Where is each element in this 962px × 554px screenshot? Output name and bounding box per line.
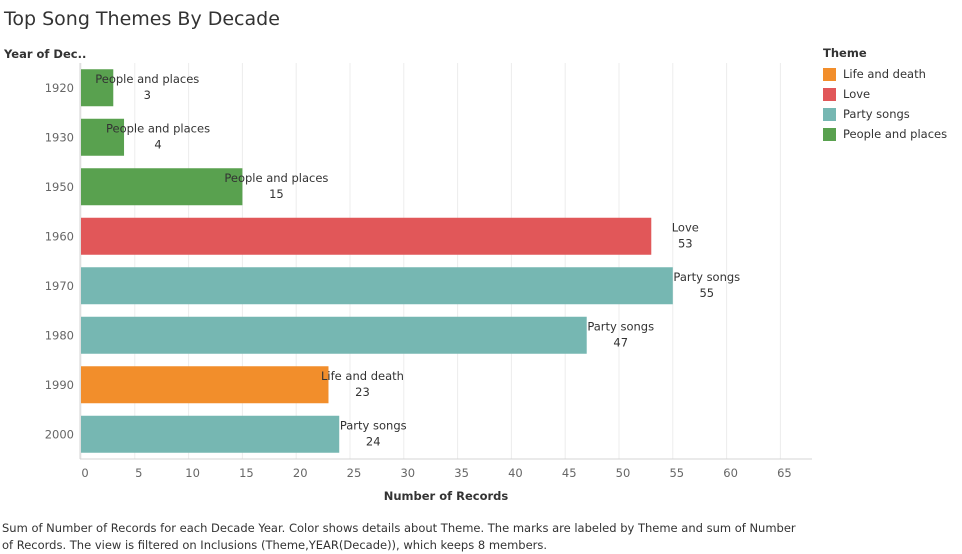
bar[interactable] [81,267,673,305]
y-tick-label: 2000 [45,427,74,441]
x-tick-label: 35 [454,466,469,480]
bar-value-label: 4 [154,137,161,151]
bar-theme-label: People and places [106,121,210,135]
legend-label: Life and death [843,67,926,81]
bar-theme-label: Party songs [587,319,654,333]
bar-value-label: 3 [144,88,151,102]
legend-title: Theme [823,46,867,60]
x-tick-label: 10 [185,466,200,480]
legend-swatch [823,107,836,121]
x-tick-label: 55 [669,466,684,480]
x-tick-label: 5 [135,466,142,480]
bar-value-label: 47 [613,335,628,349]
bar[interactable] [81,366,329,404]
y-tick-label: 1930 [45,130,74,144]
chart-caption: Sum of Number of Records for each Decade… [2,521,796,552]
chart-title: Top Song Themes By Decade [4,8,280,30]
y-tick-label: 1950 [45,180,74,194]
x-axis-label[interactable]: Number of Records [384,489,509,503]
y-tick-label: 1990 [45,378,74,392]
bar-theme-label: Party songs [340,418,407,432]
bar-theme-label: People and places [95,72,199,86]
bar-value-label: 55 [699,286,714,300]
x-tick-label: 30 [400,466,415,480]
bar-theme-label: Party songs [673,270,740,284]
bar[interactable] [81,316,587,354]
x-tick-label: 15 [239,466,254,480]
legend-swatch [823,127,836,141]
legend-swatch [823,67,836,81]
legend-item-life-and-death[interactable]: Life and death [823,64,947,84]
legend-item-people-and-places[interactable]: People and places [823,124,947,144]
x-tick-label: 65 [777,466,792,480]
legend-label: People and places [843,127,948,141]
legend-label: Love [843,87,871,101]
bar-value-label: 15 [269,187,284,201]
bar-chart: 0 5 10 15 20 25 30 35 40 45 50 55 60 65 Number of Reco… [45,63,812,503]
y-tick-label: 1960 [45,229,74,243]
legend-item-party-songs[interactable]: Party songs [823,104,947,124]
legend: Theme Life and death Love Party songs Pe… [823,46,947,144]
row-header[interactable]: Year of Dec.. [4,47,87,61]
legend-label: Party songs [843,107,910,121]
bar-theme-label: People and places [224,171,328,185]
x-tick-label: 20 [293,466,308,480]
legend-swatch [823,87,836,101]
bar[interactable] [81,118,125,156]
bar-value-label: 24 [366,434,381,448]
bar[interactable] [81,168,243,206]
bar[interactable] [81,69,114,107]
x-tick-label: 45 [562,466,577,480]
x-tick-label: 40 [508,466,523,480]
legend-item-love[interactable]: Love [823,84,947,104]
bar-value-label: 23 [355,385,370,399]
bar-value-label: 53 [678,236,693,250]
bar-theme-label: Life and death [321,369,404,383]
bar[interactable] [81,415,340,453]
x-tick-label: 60 [723,466,738,480]
y-tick-label: 1920 [45,81,74,95]
x-tick-label: 25 [347,466,362,480]
bar-theme-label: Love [672,220,699,234]
y-tick-label: 1980 [45,328,74,342]
x-tick-label: 50 [616,466,631,480]
y-tick-label: 1970 [45,279,74,293]
bar[interactable] [81,217,652,255]
x-tick-label: 0 [81,466,88,480]
